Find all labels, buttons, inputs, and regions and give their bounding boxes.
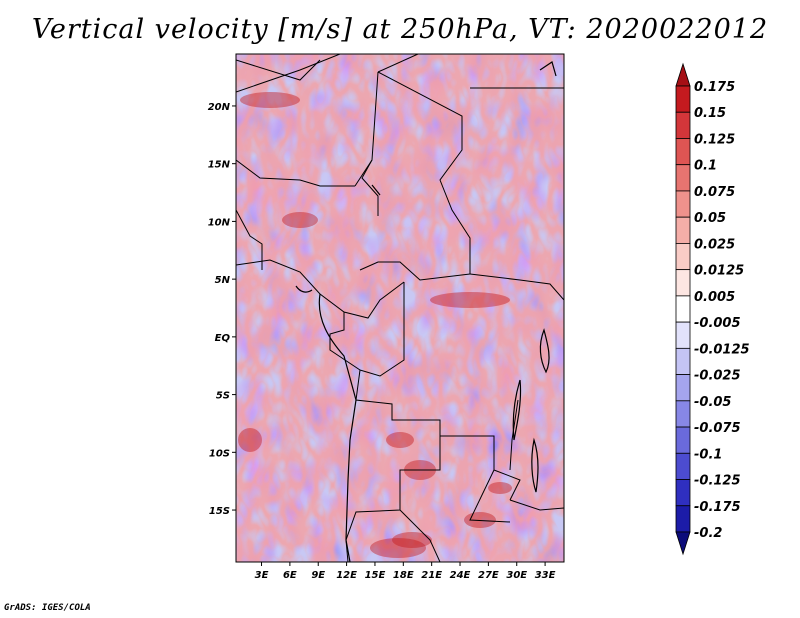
colorbar-label: 0.0125 [694, 264, 744, 279]
x-tick-label: 21E [421, 570, 442, 581]
colorbar-swatch [675, 164, 691, 192]
colorbar-swatch [675, 85, 691, 113]
updraft-cell [238, 428, 262, 452]
colorbar-swatch [675, 190, 691, 218]
colorbar-label: -0.175 [694, 500, 741, 515]
updraft-cell [488, 482, 512, 494]
high-updraft-areas [238, 92, 512, 558]
colorbar-label: -0.025 [694, 369, 741, 384]
chart-title: Vertical velocity [m/s] at 250hPa, VT: 2… [31, 14, 769, 45]
y-tick-label: 5N [215, 275, 231, 286]
colorbar-bottom-triangle [675, 531, 691, 556]
x-tick-label: 30E [506, 570, 527, 581]
colorbar-label: 0.075 [694, 185, 735, 200]
updraft-cell [240, 92, 300, 108]
x-tick-label: 18E [393, 570, 414, 581]
colorbar-label: -0.0125 [694, 342, 750, 357]
colorbar-swatch [675, 243, 691, 271]
colorbar-swatch [675, 452, 691, 480]
colorbar-label: 0.15 [694, 106, 726, 121]
updraft-cell [386, 432, 414, 448]
colorbar-label: -0.005 [694, 316, 741, 331]
colorbar: 0.175 0.15 0.125 0.1 0.075 0.05 0.025 0.0125 0.0… [675, 62, 750, 556]
colorbar-label: 0.125 [694, 132, 735, 147]
y-tick-label: 10N [208, 217, 231, 228]
updraft-cell [282, 212, 318, 228]
x-tick-label: 24E [450, 570, 471, 581]
y-tick-label: 15S [209, 506, 230, 517]
x-tick-label: 27E [478, 570, 499, 581]
updraft-cell [430, 292, 510, 308]
colorbar-label: 0.025 [694, 237, 735, 252]
colorbar-swatch [675, 347, 691, 375]
colorbar-label: -0.2 [694, 526, 722, 541]
lakes-and-coast [295, 61, 557, 562]
colorbar-swatch [675, 216, 691, 244]
colorbar-label: 0.175 [694, 80, 735, 95]
colorbar-swatch [675, 400, 691, 428]
y-tick-label: 15N [208, 160, 231, 171]
colorbar-swatch [675, 505, 691, 533]
y-tick-label: 10S [209, 448, 230, 459]
updraft-cell [392, 532, 432, 548]
colorbar-swatch [675, 374, 691, 402]
colorbar-swatch [675, 111, 691, 139]
x-axis: 3E 6E 9E 12E 15E 18E 21E 24E 27E 30E 33E [255, 562, 556, 581]
colorbar-swatch [675, 479, 691, 507]
updraft-cell [370, 538, 426, 558]
colorbar-top-triangle [675, 62, 691, 87]
y-axis: 20N 15N 10N 5N EQ 5S 10S 15S [208, 102, 236, 517]
colorbar-label: 0.005 [694, 290, 735, 305]
colorbar-swatch [675, 426, 691, 454]
colorbar-swatch [675, 269, 691, 297]
plot-frame [235, 53, 565, 563]
y-tick-label: 20N [208, 102, 231, 113]
x-tick-label: 12E [336, 570, 357, 581]
x-tick-label: 6E [283, 570, 297, 581]
colorbar-label: 0.05 [694, 211, 726, 226]
x-tick-label: 9E [311, 570, 325, 581]
x-tick-label: 33E [535, 570, 556, 581]
colorbar-swatch [675, 295, 691, 323]
colorbar-label: 0.1 [694, 159, 717, 174]
x-tick-label: 15E [365, 570, 386, 581]
colorbar-label: -0.05 [694, 395, 731, 410]
colorbar-label: -0.075 [694, 421, 741, 436]
y-tick-label: EQ [215, 333, 231, 344]
country-borders [236, 54, 564, 562]
grads-credit: GrADS: IGES/COLA [4, 603, 91, 613]
colorbar-swatch [675, 138, 691, 166]
x-tick-label: 3E [255, 570, 269, 581]
velocity-field [236, 54, 564, 562]
colorbar-label: -0.1 [694, 447, 722, 462]
colorbar-swatch [675, 321, 691, 349]
colorbar-label: -0.125 [694, 474, 741, 489]
y-tick-label: 5S [216, 391, 230, 402]
